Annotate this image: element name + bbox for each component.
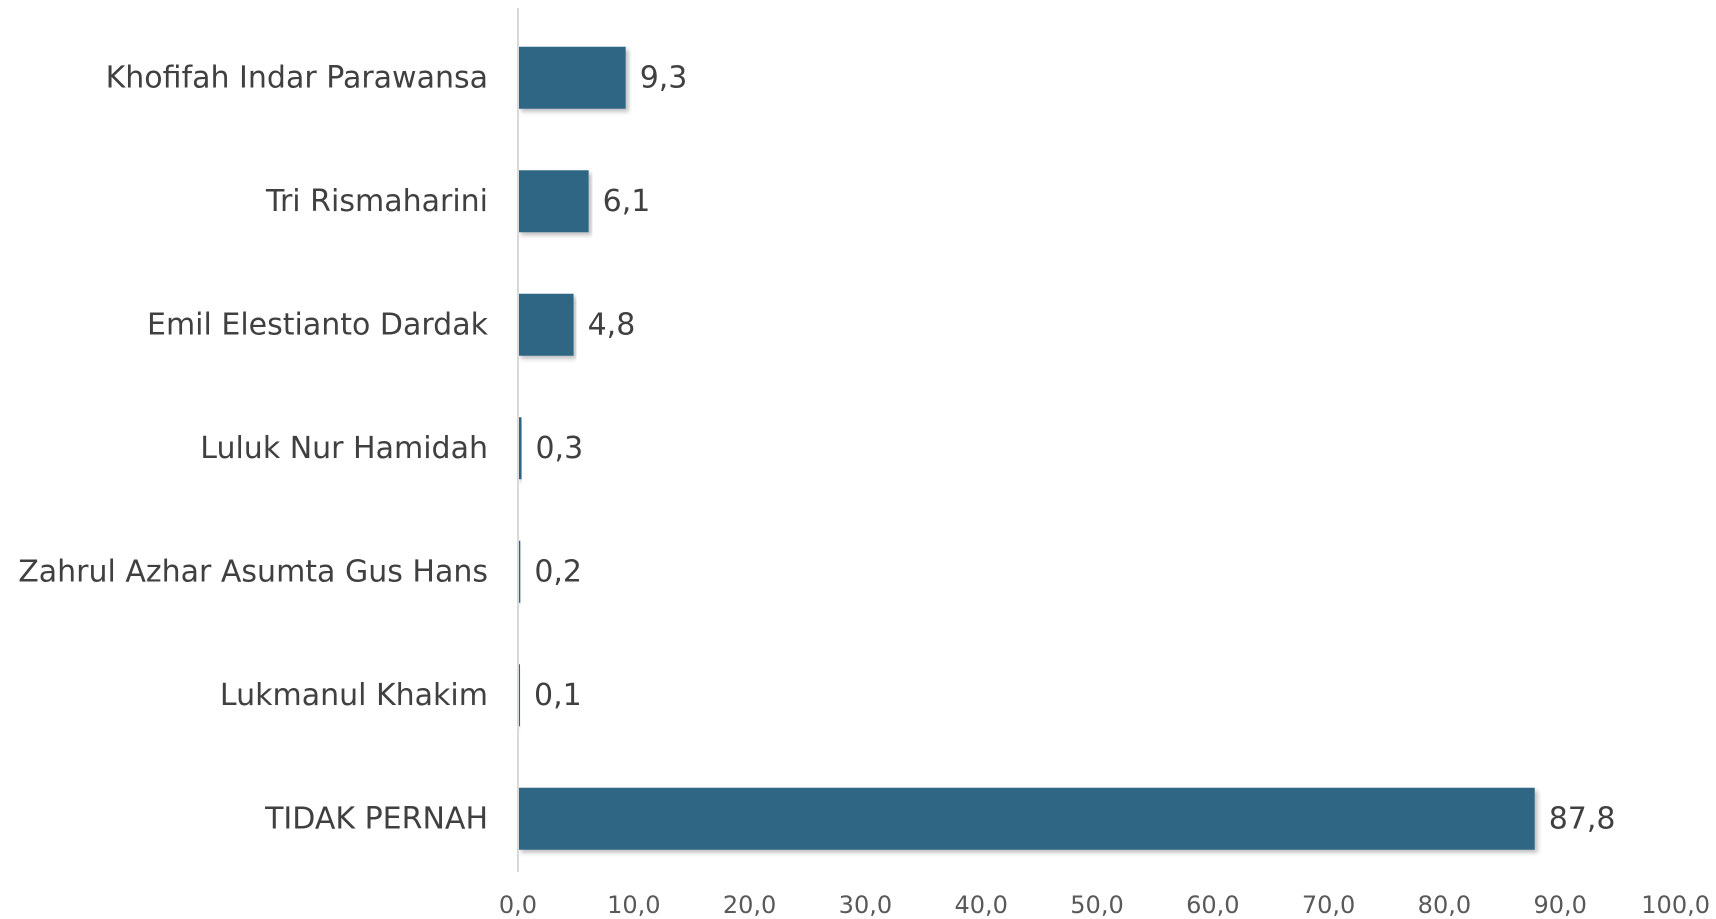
category-label: Emil Elestianto Dardak xyxy=(147,307,489,342)
category-label: Lukmanul Khakim xyxy=(220,678,488,713)
value-label: 4,8 xyxy=(588,307,636,342)
x-tick-label: 0,0 xyxy=(499,891,537,919)
x-tick-label: 20,0 xyxy=(723,891,776,919)
value-label: 87,8 xyxy=(1549,801,1616,836)
x-tick-label: 50,0 xyxy=(1070,891,1123,919)
value-label: 0,2 xyxy=(534,554,582,589)
value-label: 0,1 xyxy=(534,678,582,713)
x-axis-tick-labels: 0,0 10,0 20,0 30,0 40,0 50,0 60,0 70,0 80,0 90,0 1… xyxy=(499,891,1710,919)
category-label: TIDAK PERNAH xyxy=(264,801,488,836)
value-label: 0,3 xyxy=(535,431,583,466)
value-label: 9,3 xyxy=(640,60,688,95)
value-labels: 9,3 6,1 4,8 0,3 0,2 0,1 87,8 xyxy=(534,60,1616,836)
bar-1 xyxy=(518,170,589,233)
x-tick-label: 80,0 xyxy=(1418,891,1471,919)
x-tick-label: 40,0 xyxy=(954,891,1007,919)
category-label: Luluk Nur Hamidah xyxy=(200,431,488,466)
bar-2 xyxy=(518,293,574,356)
category-labels: Khofifah Indar Parawansa Tri Rismaharini E… xyxy=(18,60,488,836)
x-tick-label: 10,0 xyxy=(607,891,660,919)
bar-3 xyxy=(518,417,522,480)
x-tick-label: 60,0 xyxy=(1186,891,1239,919)
x-tick-label: 100,0 xyxy=(1641,891,1710,919)
bar-0 xyxy=(518,46,626,109)
x-tick-label: 70,0 xyxy=(1302,891,1355,919)
bars-group xyxy=(518,46,1535,850)
x-tick-label: 30,0 xyxy=(839,891,892,919)
category-label: Khofifah Indar Parawansa xyxy=(106,60,488,95)
bar-6 xyxy=(518,787,1535,850)
category-label: Zahrul Azhar Asumta Gus Hans xyxy=(18,554,488,589)
bar-4 xyxy=(518,540,521,603)
value-label: 6,1 xyxy=(603,184,651,219)
category-label: Tri Rismaharini xyxy=(265,184,488,219)
x-tick-label: 90,0 xyxy=(1533,891,1586,919)
